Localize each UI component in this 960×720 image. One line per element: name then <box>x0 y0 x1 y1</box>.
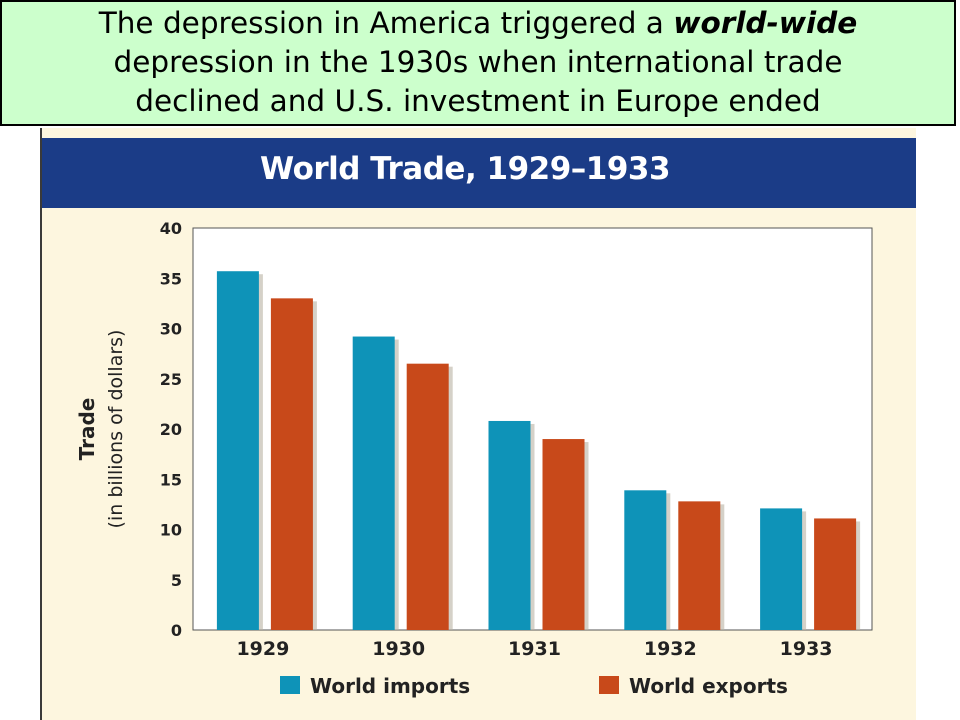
bar-chart: 0 5 10 15 20 25 30 35 40 Trade (in billions of dol… <box>75 219 873 698</box>
y-tick-label: 0 <box>171 621 182 640</box>
heading-line-1: The depression in America triggered a wo… <box>2 4 954 43</box>
legend-label: World imports <box>310 674 470 698</box>
heading-line-2: depression in the 1930s when internation… <box>113 45 843 79</box>
heading-emphasis: world-wide <box>673 6 858 40</box>
legend-swatch <box>599 676 619 694</box>
y-tick-label: 35 <box>160 269 182 288</box>
y-tick-label: 10 <box>160 521 182 540</box>
y-tick-label: 15 <box>160 470 182 489</box>
heading-line-1-text: The depression in America triggered a <box>98 6 674 40</box>
bar-exports-1931 <box>542 439 585 630</box>
x-tick-label: 1929 <box>236 638 289 660</box>
bar-imports-1930 <box>352 336 395 630</box>
y-tick-label: 40 <box>160 219 182 238</box>
legend-label: World exports <box>629 674 788 698</box>
bar-imports-1933 <box>760 508 803 630</box>
slide-heading: The depression in America triggered a wo… <box>0 0 956 126</box>
bar-imports-1929 <box>216 271 259 630</box>
y-axis-title: Trade <box>75 398 99 461</box>
y-tick-label: 25 <box>160 370 182 389</box>
bar-imports-1931 <box>488 420 531 630</box>
chart-panel: World Trade, 1929–1933 0 5 10 15 20 25 30 35 40 T… <box>40 128 916 720</box>
chart-title: World Trade, 1929–1933 <box>260 151 671 187</box>
y-axis-subtitle: (in billions of dollars) <box>105 330 127 529</box>
legend-swatch <box>280 676 300 694</box>
y-tick-label: 20 <box>160 420 182 439</box>
heading-line-3: declined and U.S. investment in Europe e… <box>135 84 821 118</box>
y-tick-label: 30 <box>160 320 182 339</box>
x-tick-label: 1932 <box>644 638 697 660</box>
y-tick-label: 5 <box>171 571 182 590</box>
chart-title-bar: World Trade, 1929–1933 <box>42 138 916 208</box>
bar-exports-1929 <box>270 298 313 630</box>
bar-exports-1932 <box>678 501 721 630</box>
bar-exports-1933 <box>814 518 857 630</box>
x-tick-label: 1933 <box>780 638 833 660</box>
bar-exports-1930 <box>406 363 449 630</box>
x-tick-label: 1931 <box>508 638 561 660</box>
bar-imports-1932 <box>624 490 667 630</box>
x-tick-label: 1930 <box>372 638 425 660</box>
